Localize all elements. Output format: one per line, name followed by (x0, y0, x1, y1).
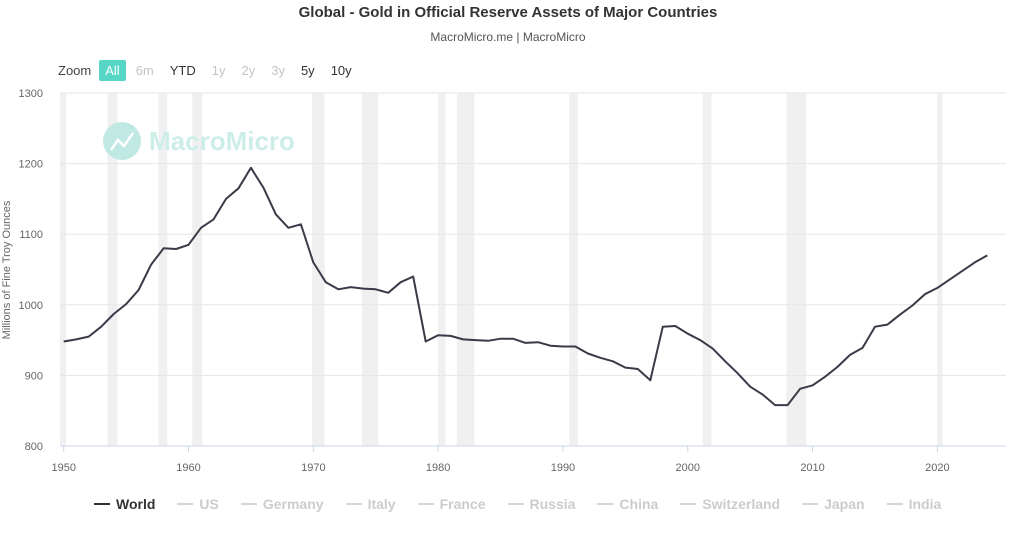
legend-label: India (908, 496, 942, 512)
watermark-logo-mark (109, 132, 135, 151)
legend-item-india[interactable]: India (886, 496, 942, 512)
legend-swatch (177, 503, 194, 505)
legend-item-france[interactable]: France (417, 496, 486, 512)
y-tick-label: 1100 (19, 229, 43, 241)
legend-label: Russia (529, 496, 576, 512)
watermark: MacroMicro (103, 122, 295, 160)
zoom-3y-button[interactable]: 3y (271, 62, 285, 78)
legend-swatch (597, 503, 614, 505)
legend-swatch (345, 503, 362, 505)
recession-band (158, 93, 168, 446)
recession-band (362, 93, 379, 446)
legend-label: China (619, 496, 659, 512)
zoom-10y-button[interactable]: 10y (330, 62, 352, 78)
legend-label: US (199, 496, 219, 512)
zoom-all-button[interactable]: All (99, 59, 126, 81)
zoom-bar: Zoom All 6m YTD 1y 2y 3y 5y 10y (58, 59, 358, 81)
legend: World US Germany Italy France Russia Chi… (94, 496, 963, 512)
legend-swatch (886, 503, 903, 505)
x-tick-label: 1990 (551, 462, 575, 474)
recession-band (107, 93, 118, 446)
recession-band (438, 93, 446, 446)
x-tick-label: 1970 (301, 462, 325, 474)
recession-band (786, 93, 807, 446)
y-tick-label: 800 (25, 441, 43, 453)
y-axis: 800 900 1000 1100 1200 1300 (19, 88, 43, 453)
watermark-text: MacroMicro (149, 126, 295, 156)
x-tick-label: 1980 (426, 462, 450, 474)
legend-swatch (802, 503, 819, 505)
chart-title: Global - Gold in Official Reserve Assets… (298, 4, 718, 21)
y-tick-label: 900 (25, 370, 43, 382)
legend-item-japan[interactable]: Japan (802, 496, 865, 512)
legend-swatch (680, 503, 697, 505)
series-line-world[interactable] (63, 166, 988, 407)
legend-swatch (417, 503, 434, 505)
zoom-6m-button[interactable]: 6m (135, 62, 154, 78)
legend-label: Italy (367, 496, 396, 512)
zoom-ytd-button[interactable]: YTD (169, 62, 196, 78)
legend-label: Switzerland (702, 496, 781, 512)
y-tick-label: 1300 (19, 88, 43, 100)
legend-swatch (94, 503, 110, 505)
zoom-1y-button[interactable]: 1y (211, 62, 226, 78)
recession-band (60, 93, 67, 446)
recession-band (456, 93, 475, 446)
y-axis-title: Millions of Fine Troy Ounces (1, 200, 13, 339)
legend-item-us[interactable]: US (177, 496, 219, 512)
legend-label: France (439, 496, 486, 512)
legend-label: Germany (262, 496, 324, 512)
legend-item-russia[interactable]: Russia (507, 496, 576, 512)
legend-item-italy[interactable]: Italy (345, 496, 396, 512)
legend-label: Japan (824, 496, 865, 512)
x-tick-label: 1960 (176, 462, 200, 474)
chart-subtitle: MacroMicro.me | MacroMicro (430, 30, 586, 44)
x-axis: 1950 1960 1970 1980 1990 2000 2010 2020 (52, 446, 950, 474)
zoom-5y-button[interactable]: 5y (300, 62, 315, 78)
x-tick-label: 2020 (925, 462, 949, 474)
watermark-logo-icon (103, 122, 141, 160)
legend-item-china[interactable]: China (597, 496, 658, 512)
recession-band (702, 93, 712, 446)
zoom-2y-button[interactable]: 2y (241, 62, 256, 78)
gridlines (60, 92, 1006, 376)
recession-band (569, 93, 578, 446)
recession-band (192, 93, 203, 446)
x-tick-label: 1950 (52, 462, 76, 474)
recession-band (937, 93, 943, 446)
legend-swatch (507, 503, 524, 505)
legend-item-switzerland[interactable]: Switzerland (680, 496, 780, 512)
x-tick-label: 2000 (676, 462, 700, 474)
zoom-label: Zoom (58, 62, 92, 78)
y-tick-label: 1000 (19, 300, 43, 312)
legend-item-germany[interactable]: Germany (240, 496, 324, 512)
y-tick-label: 1200 (19, 159, 43, 171)
legend-label: World (116, 496, 156, 512)
legend-item-world[interactable]: World (94, 496, 155, 512)
legend-swatch (240, 503, 257, 505)
recession-bands (60, 93, 943, 446)
x-tick-label: 2010 (800, 462, 824, 474)
